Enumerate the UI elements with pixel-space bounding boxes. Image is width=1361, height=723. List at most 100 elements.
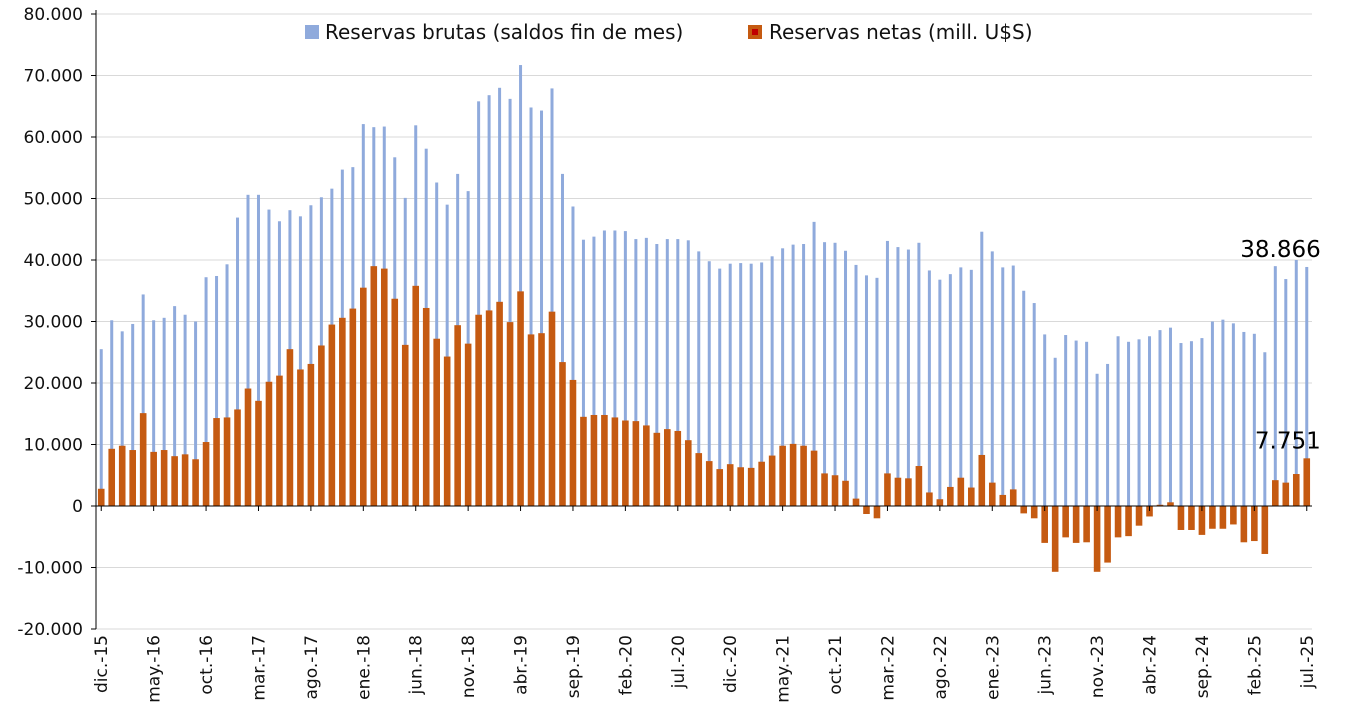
gross-reserves-bar [141, 294, 145, 506]
net-reserves-bar [1219, 506, 1227, 529]
gross-reserves-bar [1252, 333, 1256, 506]
gross-reserves-bar [938, 279, 942, 506]
net-reserves-bar [1156, 504, 1164, 506]
y-tick-label: 20.000 [24, 374, 83, 394]
gross-reserves-bar [969, 269, 973, 506]
gross-reserves-bar [781, 248, 785, 506]
y-tick-label: 40.000 [24, 251, 83, 271]
x-tick-label: jul.-25 [1298, 635, 1318, 689]
gross-reserves-bar [676, 239, 680, 506]
net-reserves-bar [653, 432, 661, 506]
net-reserves-bar [265, 381, 273, 506]
gross-reserves-bar [749, 263, 753, 506]
gross-reserves-bar [173, 306, 177, 506]
gross-reserves-bar [1064, 335, 1068, 506]
gross-reserves-bar [1095, 373, 1099, 506]
net-reserves-bar [160, 450, 168, 506]
gross-reserves-bar [854, 264, 858, 506]
net-reserves-bar [150, 451, 157, 506]
y-tick-label: 30.000 [24, 313, 83, 333]
net-reserves-bar [506, 322, 514, 506]
net-reserves-bar [873, 506, 881, 519]
net-reserves-bar [401, 344, 409, 506]
gross-reserves-bar [1242, 331, 1246, 506]
net-reserves-bar [433, 338, 440, 506]
gross-reserves-bar [770, 256, 774, 506]
net-reserves-bar [1093, 506, 1101, 572]
net-reserves-bar [894, 477, 902, 506]
legend-swatch-net-inner [752, 29, 758, 35]
gross-reserves-bar [1200, 338, 1204, 506]
net-reserves-bar [475, 314, 482, 506]
gross-reserves-bar [885, 240, 889, 506]
net-reserves-bar [978, 454, 986, 506]
net-reserves-bar [622, 420, 629, 506]
gross-reserves-bar [1210, 321, 1214, 506]
net-reserves-bar [1167, 502, 1174, 506]
gross-reserves-bar [1085, 341, 1089, 506]
legend-label-net: Reservas netas (mill. U$S) [769, 20, 1033, 44]
net-reserves-bar [1282, 482, 1290, 506]
net-reserves-bar [1104, 506, 1111, 563]
gross-reserves-bar [581, 239, 585, 506]
net-reserves-bar [821, 473, 828, 506]
gross-reserves-bar [1043, 334, 1047, 506]
gross-reserves-bar [1284, 279, 1288, 506]
net-reserves-bar [108, 448, 116, 506]
gross-reserves-bar [823, 242, 827, 507]
net-reserves-bar [1072, 506, 1080, 543]
gross-reserves-bar [602, 230, 606, 507]
gross-reserves-bar [1168, 327, 1172, 506]
net-reserves-bar [726, 464, 734, 506]
gross-reserves-bar [864, 275, 868, 506]
gross-reserves-bar [634, 239, 638, 506]
gross-reserves-bar [686, 240, 690, 506]
gross-reserves-bar [1263, 352, 1267, 506]
net-reserves-bar [234, 409, 241, 506]
net-reserves-bar [1198, 506, 1206, 535]
gross-reserves-bar [665, 239, 669, 506]
x-tick-label: abr.-24 [1141, 635, 1161, 695]
net-reserves-bar [1041, 506, 1048, 543]
net-reserves-bar [213, 418, 220, 506]
net-reserves-bar [517, 291, 524, 506]
x-tick-label: may.-21 [774, 635, 794, 703]
net-reserves-bar [118, 445, 126, 506]
gross-reserves-bar [959, 267, 963, 506]
x-tick-label: oct.-16 [197, 635, 217, 695]
x-tick-label: sep.-19 [564, 635, 584, 698]
net-reserves-bar [192, 459, 199, 506]
net-reserves-bar [318, 345, 325, 506]
gross-reserves-bar [309, 205, 313, 506]
net-reserves-bar [223, 417, 231, 506]
gross-reserves-bar [739, 263, 743, 506]
net-reserves-bar [789, 443, 797, 506]
x-tick-label: mar.-22 [878, 635, 898, 701]
net-reserves-bar [559, 362, 566, 506]
gross-reserves-bar [1053, 357, 1057, 506]
gross-reserves-bar [896, 247, 900, 506]
net-reserves-bar [1009, 489, 1017, 506]
gross-reserves-bar [120, 331, 124, 506]
net-reserves-bar [632, 421, 640, 506]
gross-reserves-bar [246, 194, 250, 506]
gross-reserves-bar [980, 231, 984, 506]
net-reserves-bar [1272, 480, 1279, 506]
net-reserves-bar [1230, 506, 1237, 525]
net-reserves-bar [1062, 506, 1069, 538]
legend: Reservas brutas (saldos fin de mes) Rese… [305, 20, 1033, 44]
gross-reserves-bar [1158, 330, 1162, 506]
net-reserves-bar [1261, 506, 1269, 554]
net-reserves-bar [255, 400, 262, 506]
x-tick-label: dic.-15 [92, 635, 112, 693]
gross-reserves-bar [927, 270, 931, 506]
net-reserves-bar [643, 425, 650, 506]
x-tick-label: jun.-18 [407, 635, 427, 695]
net-reserves-bar [580, 416, 587, 506]
gross-reserves-bar [152, 320, 156, 506]
gross-reserves-bar [1189, 341, 1193, 506]
gross-reserves-bar [1074, 340, 1078, 506]
gross-reserves-bar [236, 217, 240, 506]
gross-reserves-bar [162, 317, 166, 506]
